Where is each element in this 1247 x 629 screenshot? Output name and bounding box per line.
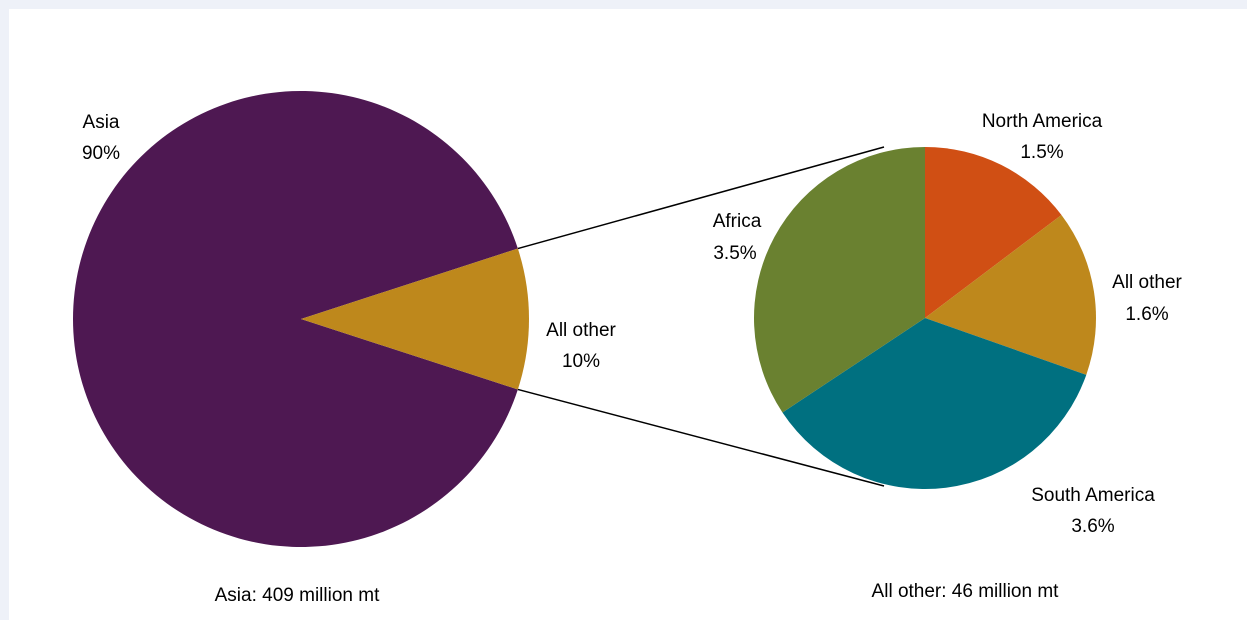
sub-slice-north-america [925, 147, 1062, 318]
main-pie [73, 91, 530, 548]
secondary-pie-caption: All other: 46 million mt [872, 581, 1060, 602]
pie-slice-asia [73, 91, 518, 548]
slice-name-africa: Africa [713, 211, 762, 232]
slice-name-south-america: South America [1031, 485, 1155, 506]
slice-value-sub-all-other: 1.6% [1125, 304, 1168, 325]
secondary-pie [753, 147, 1096, 490]
slice-name-north-america: North America [982, 111, 1103, 132]
connector-line-bottom [517, 388, 885, 487]
slice-name-asia: Asia [83, 112, 120, 133]
slice-value-asia: 90% [82, 143, 120, 164]
slice-value-africa: 3.5% [713, 243, 756, 264]
connector-line-top [517, 146, 885, 250]
slice-value-south-america: 3.6% [1071, 516, 1114, 537]
slice-name-sub-all-other: All other [1112, 272, 1182, 293]
sub-slice-africa [753, 147, 925, 413]
connector-lines [517, 146, 885, 487]
sub-slice-south-america [782, 318, 1087, 490]
pie-slice-all-other [301, 248, 530, 390]
slice-name-all-other: All other [546, 320, 616, 341]
pie-of-pie-chart: Asia 90% All other 10% North America 1.5… [73, 91, 1183, 606]
slice-value-north-america: 1.5% [1020, 142, 1063, 163]
slice-value-all-other: 10% [562, 351, 600, 372]
main-pie-caption: Asia: 409 million mt [215, 585, 380, 606]
sub-slice-all-other-sub [925, 214, 1096, 375]
